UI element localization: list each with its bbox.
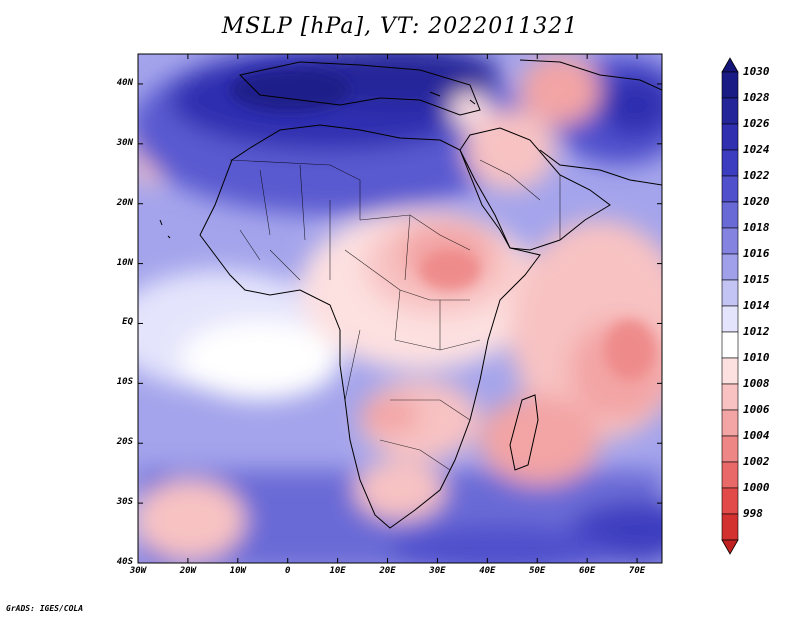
colorbar-swatch xyxy=(721,123,739,151)
lat-label: 40N xyxy=(116,77,133,88)
country-borders xyxy=(229,159,561,471)
colorbar-swatch xyxy=(721,383,739,411)
lat-label: 10N xyxy=(116,257,133,268)
lat-label: EQ xyxy=(122,317,133,328)
colorbar-swatch xyxy=(721,305,739,333)
colorbar-label: 1022 xyxy=(743,169,770,182)
lon-label: 30E xyxy=(429,566,446,576)
colorbar-swatch xyxy=(721,461,739,489)
colorbar-swatch xyxy=(721,97,739,125)
lat-label: 20N xyxy=(116,197,133,208)
colorbar-label: 1004 xyxy=(743,429,770,442)
colorbar-label: 1024 xyxy=(743,143,770,156)
colorbar-swatch xyxy=(721,357,739,385)
colorbar-label: 1010 xyxy=(743,351,770,364)
lon-label: 0 xyxy=(284,566,291,576)
colorbar-swatch xyxy=(721,227,739,255)
colorbar xyxy=(721,57,739,555)
colorbar-bottom-arrow xyxy=(721,539,739,555)
lon-label: 10E xyxy=(329,566,346,576)
colorbar-label: 1002 xyxy=(743,455,770,468)
colorbar-swatch xyxy=(721,201,739,229)
colorbar-swatch xyxy=(721,435,739,463)
lon-label: 10W xyxy=(229,566,246,576)
colorbar-swatch xyxy=(721,253,739,281)
colorbar-swatch xyxy=(721,71,739,99)
plot-frame xyxy=(137,53,663,564)
colorbar-swatch xyxy=(721,175,739,203)
colorbar-label: 1020 xyxy=(743,195,770,208)
coastlines xyxy=(159,59,662,529)
colorbar-label: 1008 xyxy=(743,377,770,390)
colorbar-swatch xyxy=(721,331,739,359)
lat-tick-marks xyxy=(138,83,662,564)
lon-label: 20E xyxy=(379,566,396,576)
colorbar-label: 1028 xyxy=(743,91,770,104)
colorbar-swatch xyxy=(721,279,739,307)
colorbar-swatch xyxy=(721,513,739,541)
lon-label: 50E xyxy=(529,566,546,576)
colorbar-label: 1006 xyxy=(743,403,770,416)
lon-label: 60E xyxy=(579,566,596,576)
colorbar-label: 1015 xyxy=(743,273,770,286)
colorbar-label: 1030 xyxy=(743,65,770,78)
lat-label: 40S xyxy=(116,557,133,567)
lon-label: 70E xyxy=(628,566,646,576)
lat-label: 30S xyxy=(116,497,133,508)
colorbar-swatch xyxy=(721,487,739,515)
colorbar-label: 1000 xyxy=(743,481,770,494)
colorbar-label: 998 xyxy=(743,507,763,520)
lon-label: 20W xyxy=(179,566,197,576)
credit-text: GrADS: IGES/COLA xyxy=(6,604,84,613)
colorbar-label: 1026 xyxy=(743,117,770,130)
colorbar-swatch xyxy=(721,409,739,437)
colorbar-top-arrow xyxy=(721,57,739,73)
pressure-field xyxy=(138,54,662,563)
lat-label: 10S xyxy=(116,377,133,388)
colorbar-label: 1018 xyxy=(743,221,770,234)
colorbar-label: 1014 xyxy=(743,299,770,312)
lat-label: 20S xyxy=(116,437,133,448)
lon-label: 40E xyxy=(479,566,496,576)
lon-tick-marks xyxy=(137,54,638,563)
lon-label: 30W xyxy=(129,566,147,576)
lat-label: 30N xyxy=(116,137,133,148)
colorbar-label: 1012 xyxy=(743,325,770,338)
map-title: MSLP [hPa], VT: 2022011321 xyxy=(221,14,579,39)
colorbar-swatch xyxy=(721,149,739,177)
colorbar-label: 1016 xyxy=(743,247,770,260)
